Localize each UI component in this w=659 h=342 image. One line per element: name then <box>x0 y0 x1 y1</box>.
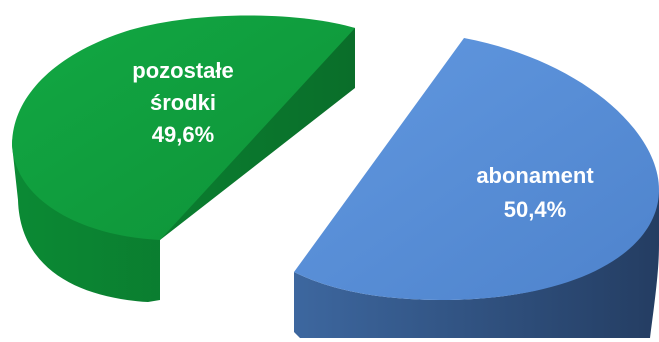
slice-pozostale-srodki-top <box>12 15 355 240</box>
slice-pozostale-srodki-label-line2: środki <box>150 90 216 115</box>
slice-pozostale-srodki: pozostałe środki 49,6% <box>12 15 355 302</box>
slice-abonament-value: 50,4% <box>504 197 566 222</box>
slice-abonament-side <box>294 190 659 338</box>
slice-pozostale-srodki-value: 49,6% <box>152 122 214 147</box>
slice-abonament: abonament 50,4% <box>294 38 659 338</box>
slice-pozostale-srodki-label-line1: pozostałe <box>132 58 233 83</box>
slice-abonament-top <box>294 38 659 300</box>
slice-abonament-label-line1: abonament <box>476 163 594 188</box>
